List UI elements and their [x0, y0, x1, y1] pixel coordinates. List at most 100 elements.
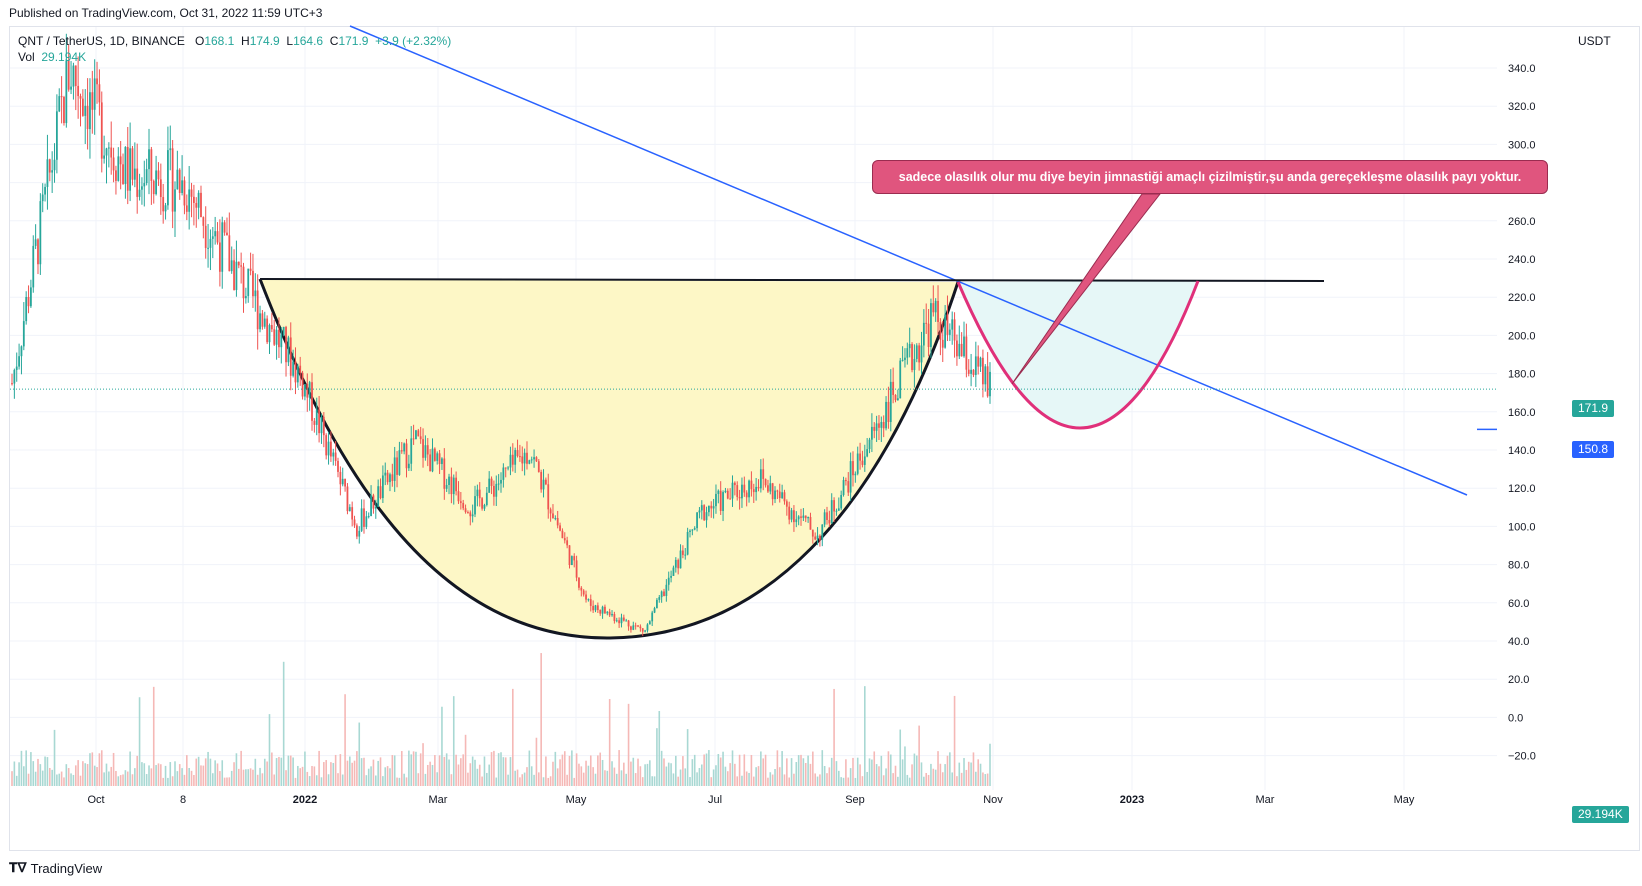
candle-body — [192, 196, 195, 203]
candle-body — [327, 441, 330, 456]
volume-bar — [471, 756, 474, 786]
volume-bar — [849, 768, 852, 786]
volume-bar — [233, 762, 235, 786]
candle-body — [566, 540, 569, 546]
volume-bar — [167, 777, 169, 786]
volume-bar — [750, 754, 753, 786]
volume-bar — [516, 769, 519, 786]
candle-body — [221, 222, 224, 272]
volume-bar — [86, 764, 89, 786]
candle-body — [240, 265, 243, 267]
volume-bar — [384, 767, 387, 786]
candle-body — [403, 443, 406, 452]
candle-body — [289, 337, 292, 376]
open-value: 168.1 — [204, 34, 235, 48]
axis-currency-label[interactable]: USDT — [1578, 34, 1611, 48]
candle-body — [91, 92, 94, 110]
volume-bar — [108, 771, 110, 786]
published-caption: Published on TradingView.com, Oct 31, 20… — [9, 6, 323, 20]
candle-body — [821, 524, 824, 540]
volume-bar — [660, 750, 663, 786]
candle-body — [218, 242, 221, 272]
volume-bar — [774, 769, 776, 786]
candle-body — [849, 461, 852, 493]
volume-bar — [483, 756, 486, 786]
candle-body — [582, 590, 585, 595]
volume-bar — [873, 751, 876, 786]
volume-bar — [136, 755, 139, 786]
price-tick-label: 340.0 — [1508, 63, 1536, 75]
volume-bar — [353, 760, 356, 786]
volume-bars — [11, 653, 991, 786]
candle-body — [129, 148, 132, 191]
volume-bar — [967, 761, 970, 786]
candle-body — [681, 550, 684, 555]
low-value: 164.6 — [293, 34, 324, 48]
volume-bar — [951, 772, 954, 786]
candle-body — [653, 608, 656, 613]
candle-body — [946, 314, 949, 335]
volume-bar — [299, 768, 302, 786]
candle-body — [769, 483, 772, 492]
candle-body — [901, 359, 904, 361]
volume-bar — [537, 772, 540, 786]
volume-bar — [606, 770, 609, 786]
volume-bar — [91, 752, 94, 786]
volume-bar — [710, 777, 713, 786]
candle-body — [736, 485, 739, 498]
volume-bar — [526, 767, 528, 786]
candle-body — [452, 477, 455, 495]
candle-body — [398, 450, 401, 475]
volume-bar — [632, 757, 635, 786]
volume-bar — [804, 762, 807, 786]
candle-body — [502, 467, 505, 480]
volume-bar — [235, 753, 238, 786]
time-tick-label: Oct — [87, 794, 104, 806]
candle-body — [934, 300, 937, 313]
volume-bar — [682, 756, 684, 786]
volume-bar — [724, 766, 727, 786]
candle-body — [712, 506, 715, 509]
candle-body — [811, 529, 814, 537]
candle-body — [96, 78, 98, 85]
candle-body — [762, 469, 765, 479]
volume-bar — [604, 770, 606, 786]
chart-pane[interactable] — [9, 26, 1640, 851]
volume-bar — [918, 725, 920, 786]
candle-body — [745, 492, 748, 498]
volume-bar — [275, 758, 278, 786]
volume-bar — [341, 774, 344, 786]
volume-bar — [866, 771, 868, 786]
volume-bar — [519, 777, 521, 786]
candle-body — [32, 245, 35, 288]
volume-bar — [719, 757, 722, 786]
candle-body — [355, 525, 358, 537]
candle-body — [93, 78, 96, 110]
volume-bar — [405, 777, 408, 786]
volume-bar — [953, 695, 956, 786]
volume-bar — [332, 762, 335, 786]
volume-bar — [112, 752, 115, 786]
candle-body — [537, 461, 540, 472]
annotation-callout[interactable]: sadece olasılık olur mu diye beyin jimna… — [872, 160, 1548, 194]
candle-body — [611, 614, 613, 616]
volume-bar — [717, 754, 720, 786]
volume-bar — [56, 774, 58, 786]
candle-body — [606, 611, 609, 614]
candle-body — [944, 314, 947, 348]
candle-body — [131, 148, 134, 180]
volume-bar — [726, 771, 729, 786]
volume-bar — [110, 766, 113, 786]
candle-body — [826, 512, 828, 520]
candle-body — [667, 577, 670, 585]
volume-bar — [240, 750, 242, 786]
volume-bar — [809, 763, 812, 786]
candle-body — [542, 479, 545, 490]
volume-bar — [656, 728, 658, 786]
candle-body — [344, 478, 346, 487]
volume-bar — [738, 754, 741, 786]
candle-body — [764, 478, 767, 486]
volume-bar — [403, 773, 405, 786]
candle-body — [889, 381, 892, 423]
